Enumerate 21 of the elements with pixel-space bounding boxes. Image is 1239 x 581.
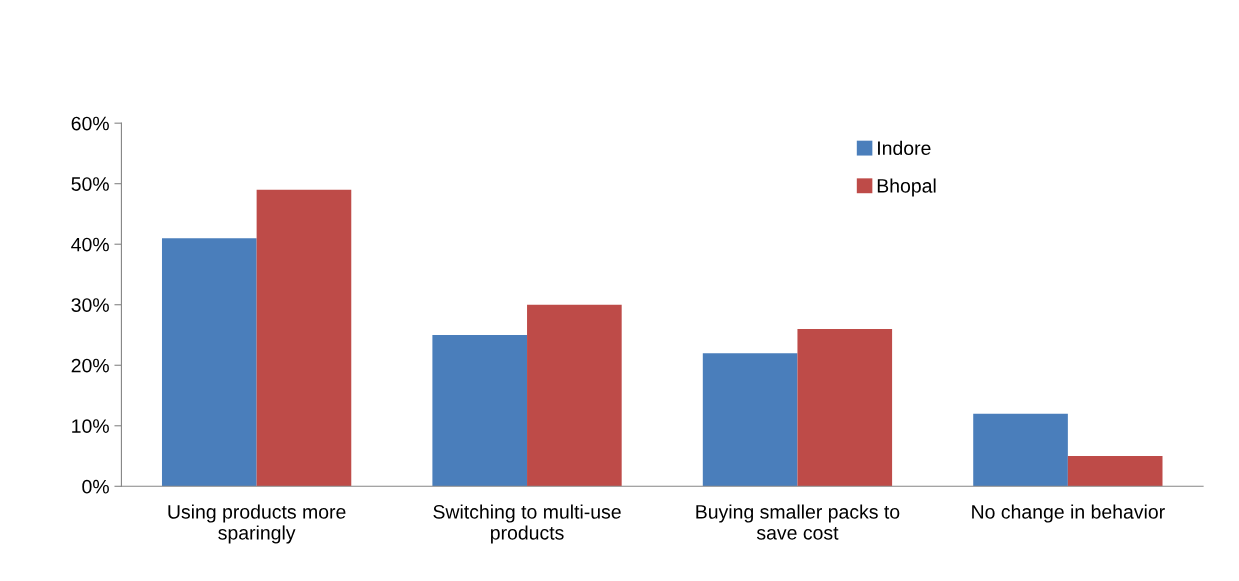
y-tick-label: 0% [82, 479, 109, 494]
bar [527, 304, 622, 487]
y-tick-label: 50% [71, 177, 109, 191]
bar [1067, 456, 1163, 487]
bar [161, 238, 257, 487]
x-tick-label: No change in behavior [972, 504, 1165, 523]
y-tick-label: 40% [71, 237, 109, 252]
bar [973, 413, 1068, 487]
y-tick-label: 30% [71, 298, 109, 312]
bar [256, 189, 352, 487]
y-tick-label: 10% [72, 419, 109, 434]
x-tick-label: Using products more sparingly [168, 504, 346, 544]
legend-label: Indore [878, 140, 931, 156]
y-tick-label: 60% [71, 116, 109, 131]
bar [797, 328, 893, 487]
bar [702, 353, 798, 487]
legend-label: Bhopal [877, 178, 936, 197]
bar [432, 334, 528, 487]
y-tick-label: 20% [71, 358, 109, 373]
x-tick-label: Buying smaller packs to save cost [696, 504, 900, 540]
x-tick-label: Switching to multi-use products [433, 504, 621, 544]
